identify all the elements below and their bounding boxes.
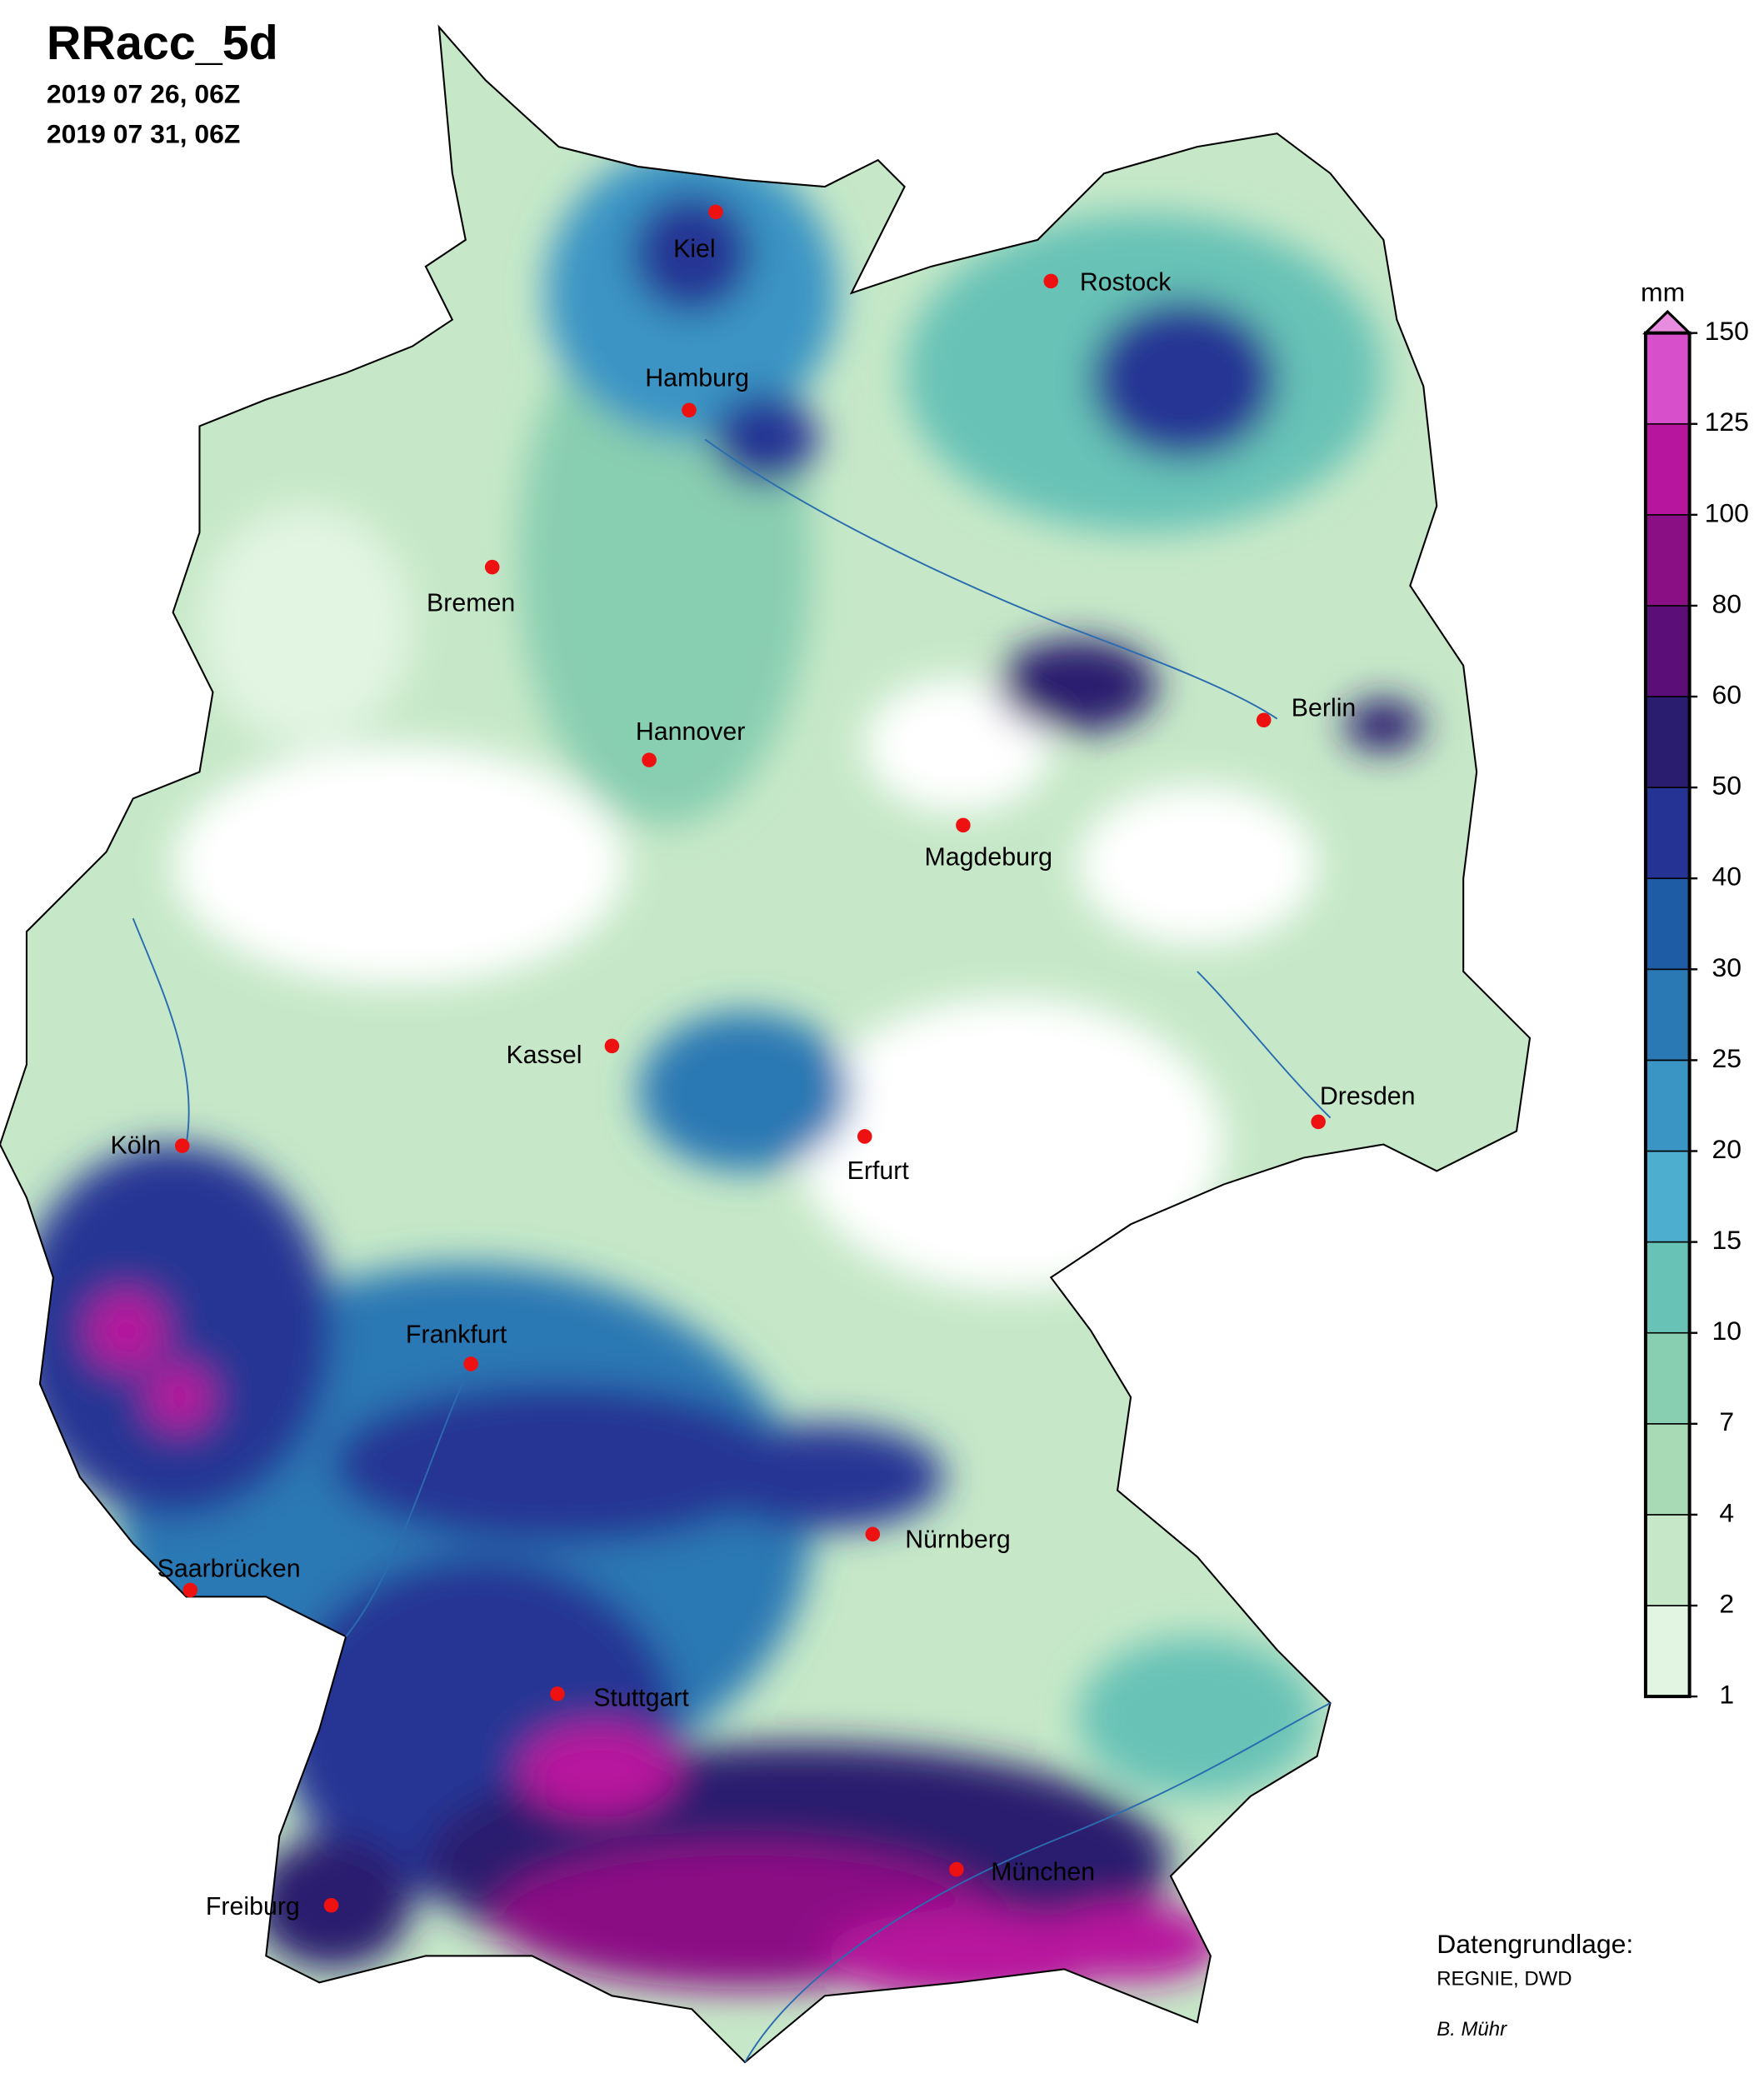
colorbar-tick-label: 150 xyxy=(1705,316,1749,346)
colorbar-tick-label: 30 xyxy=(1712,952,1742,982)
colorbar-bin xyxy=(1645,1331,1691,1425)
cities: Kiel Rostock Hamburg Bremen Hannover Berlin Ma… xyxy=(110,204,1416,1921)
colorbar-bin xyxy=(1645,332,1691,425)
colorbar-tick-label: 15 xyxy=(1712,1225,1742,1255)
city-marker xyxy=(182,1582,198,1598)
colorbar-tick-label: 1 xyxy=(1719,1680,1734,1710)
colorbar-tick-label: 125 xyxy=(1705,407,1749,437)
colorbar-tick-label: 4 xyxy=(1719,1497,1734,1527)
city-label: Nürnberg xyxy=(905,1526,1010,1553)
colorbar-tick-label: 10 xyxy=(1712,1316,1742,1346)
city-marker xyxy=(682,402,697,418)
city-label: Köln xyxy=(110,1132,161,1160)
city-marker xyxy=(463,1356,478,1371)
city-marker xyxy=(857,1129,872,1144)
city-label: Frankfurt xyxy=(406,1321,507,1348)
city-label: Rostock xyxy=(1080,269,1172,297)
colorbar-tick-label: 40 xyxy=(1712,862,1742,892)
city-marker xyxy=(174,1138,190,1153)
colorbar-tick-label: 2 xyxy=(1719,1588,1734,1618)
city-marker xyxy=(323,1897,339,1913)
colorbar-tick-label: 25 xyxy=(1712,1043,1742,1073)
city-label: Dresden xyxy=(1320,1083,1416,1111)
colorbar-tick-label: 80 xyxy=(1712,588,1742,618)
colorbar-bin xyxy=(1645,877,1691,971)
city-label: Hamburg xyxy=(645,365,749,392)
colorbar-unit: mm xyxy=(1641,277,1685,307)
colorbar-bin xyxy=(1645,1059,1691,1152)
city-label: Stuttgart xyxy=(593,1684,689,1711)
colorbar-bin xyxy=(1645,605,1691,697)
precipitation-field xyxy=(0,27,1531,2063)
colorbar-tick-label: 50 xyxy=(1712,771,1742,801)
city-marker xyxy=(956,817,971,833)
colorbar-bin xyxy=(1645,968,1691,1061)
colorbar-frame xyxy=(1643,331,1692,1699)
city-label: Hannover xyxy=(636,718,746,746)
colorbar-tick-label: 20 xyxy=(1712,1134,1742,1164)
start-time: 2019 07 26, 06Z xyxy=(47,78,241,108)
colorbar-bin xyxy=(1645,787,1691,880)
city-marker xyxy=(604,1038,620,1054)
city-label: Erfurt xyxy=(847,1157,910,1185)
source-label: Datengrundlage: xyxy=(1437,1929,1633,1959)
colorbar-bin xyxy=(1645,696,1691,788)
source: REGNIE, DWD xyxy=(1437,1968,1572,1991)
city-label: Kassel xyxy=(506,1042,582,1069)
colorbar-extend xyxy=(1642,309,1693,335)
colorbar-bin xyxy=(1645,422,1691,516)
title: RRacc_5d xyxy=(47,17,278,70)
city-label: Freiburg xyxy=(206,1893,300,1921)
city-marker xyxy=(949,1861,964,1877)
city-label: Bremen xyxy=(427,589,515,617)
country-border xyxy=(0,24,1532,2064)
city-marker xyxy=(550,1686,565,1701)
city-label: Saarbrücken xyxy=(157,1555,301,1582)
colorbar: 1 2 4 7 10 15 20 25 30 40 50 60 80 100 125 150 xyxy=(1642,309,1749,1710)
author: B. Mühr xyxy=(1437,2018,1507,2041)
city-marker xyxy=(1043,273,1059,289)
city-marker xyxy=(708,204,723,220)
city-label: Kiel xyxy=(673,236,716,263)
colorbar-bin xyxy=(1645,1423,1691,1516)
city-marker xyxy=(1256,712,1272,728)
city-label: Berlin xyxy=(1292,694,1357,722)
rivers xyxy=(132,438,1332,2063)
city-marker xyxy=(642,752,657,767)
city-marker xyxy=(484,559,500,575)
city-marker xyxy=(1311,1114,1326,1130)
colorbar-tick-label: 100 xyxy=(1705,497,1749,527)
colorbar-bin xyxy=(1645,1605,1691,1697)
end-time: 2019 07 31, 06Z xyxy=(47,118,241,148)
colorbar-bin xyxy=(1645,514,1691,607)
colorbar-bin xyxy=(1645,1514,1691,1606)
colorbar-tick-label: 7 xyxy=(1719,1406,1734,1436)
city-label: München xyxy=(991,1858,1095,1886)
city-label: Magdeburg xyxy=(925,843,1052,871)
colorbar-bin xyxy=(1645,1241,1691,1334)
colorbar-tick-label: 60 xyxy=(1712,679,1742,709)
colorbar-bin xyxy=(1645,1150,1691,1243)
city-marker xyxy=(865,1526,881,1542)
